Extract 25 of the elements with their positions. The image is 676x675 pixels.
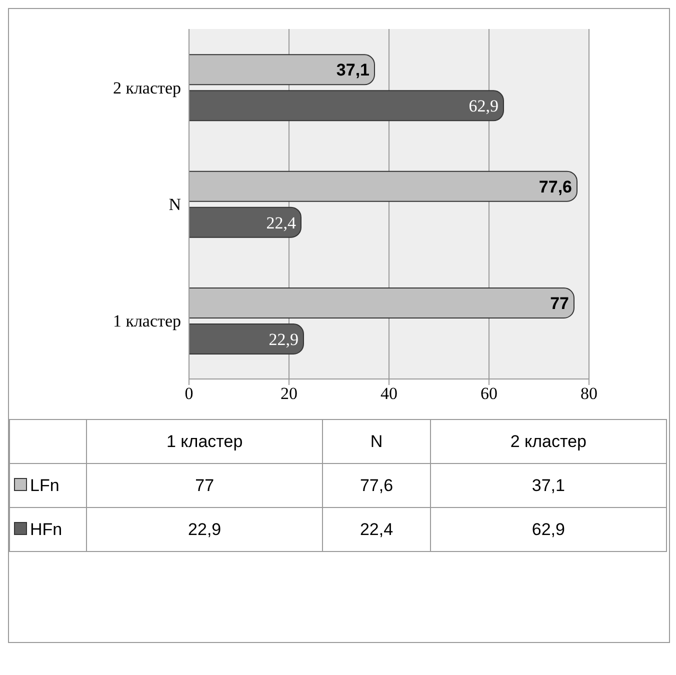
data-label: 37,1: [336, 60, 370, 80]
data-label: 77,6: [538, 177, 572, 196]
data-label: 62,9: [468, 96, 498, 116]
y-tick-label: 1 кластер: [112, 312, 181, 331]
y-tick-label: N: [168, 195, 181, 214]
category-label: 1 кластер: [166, 432, 243, 450]
data-label: 77: [550, 294, 569, 314]
data-label: 22,9: [268, 330, 298, 350]
text: 22,9: [188, 520, 222, 538]
legend-label: HFn: [10, 508, 86, 552]
x-tick-label: 60: [480, 384, 498, 404]
text: 62,9: [532, 520, 565, 538]
category-label: N: [370, 432, 383, 450]
text: 37,1: [532, 476, 565, 494]
text: 77,6: [360, 476, 394, 494]
category-label: 2 кластер: [510, 432, 586, 450]
data-label: 22,4: [266, 213, 296, 232]
text: 77: [195, 476, 214, 494]
x-tick-label: 20: [280, 384, 298, 404]
legend-label: LFn: [10, 464, 86, 508]
x-tick-label: 0: [184, 384, 194, 404]
y-tick-label: 2 кластер: [112, 78, 181, 98]
x-tick-label: 80: [580, 384, 598, 404]
x-tick-label: 40: [380, 384, 398, 404]
text: 22,4: [360, 520, 394, 538]
